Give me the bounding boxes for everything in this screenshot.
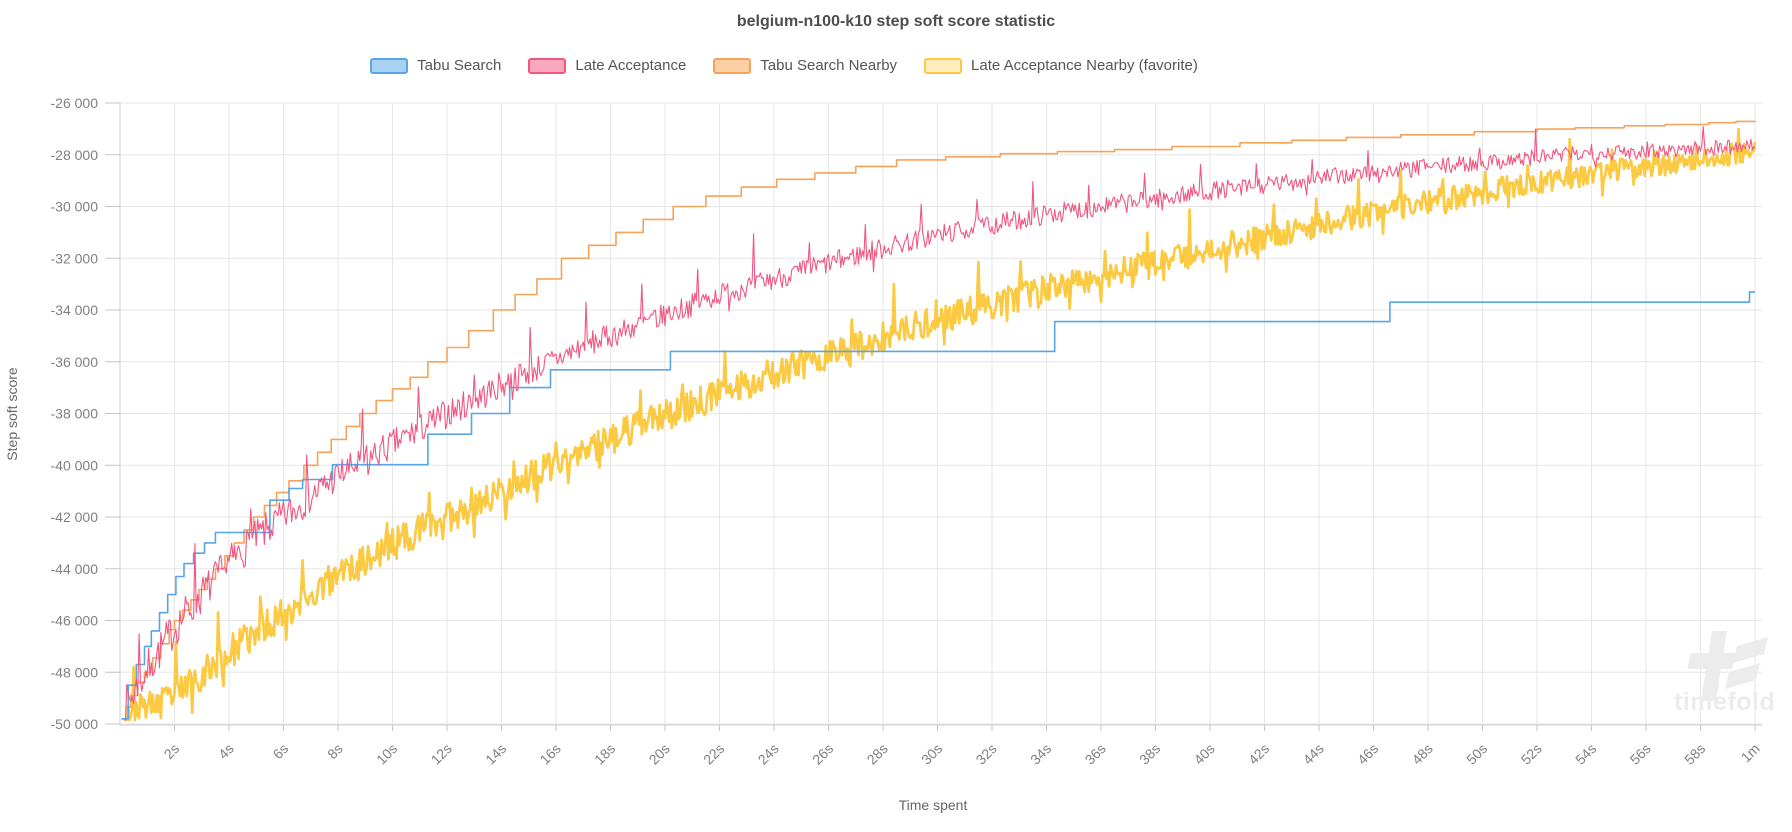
x-tick-label: 32s <box>972 740 999 767</box>
y-axis-title: Step soft score <box>4 367 20 461</box>
series-line-tabu-search <box>121 291 1755 720</box>
y-tick-label: -40 000 <box>51 457 99 473</box>
axes: -26 000 -28 000 -30 000 -32 000 -34 000 -36 0… <box>51 95 1763 768</box>
series-lines <box>121 120 1757 722</box>
legend-swatch-late-acceptance <box>528 57 567 74</box>
y-tick-label: -28 000 <box>51 147 99 163</box>
legend-label: Late Acceptance Nearby (favorite) <box>971 57 1198 74</box>
svg-text:28s: 28s <box>863 740 890 767</box>
svg-text:4s: 4s <box>215 740 237 762</box>
x-tick-label: 48s <box>1408 740 1435 767</box>
x-tick-label: 38s <box>1136 740 1163 767</box>
legend-swatch-tabu-search-nearby <box>713 57 752 74</box>
svg-text:18s: 18s <box>591 740 618 767</box>
svg-text:26s: 26s <box>809 740 836 767</box>
x-tick-label: 40s <box>1190 740 1217 767</box>
y-tick-label: -50 000 <box>51 716 99 732</box>
x-tick-label: 20s <box>645 740 672 767</box>
legend: Tabu Search Late Acceptance Tabu Search … <box>0 57 1680 74</box>
y-tick-label: -48 000 <box>51 664 99 680</box>
x-tick-label: 16s <box>536 740 563 767</box>
x-tick-label: 2s <box>161 740 183 762</box>
x-tick-label: 6s <box>270 740 292 762</box>
svg-text:46s: 46s <box>1354 740 1381 767</box>
y-tick-label: -38 000 <box>51 406 99 422</box>
y-tick-label: -32 000 <box>51 250 99 266</box>
svg-text:40s: 40s <box>1190 740 1217 767</box>
y-tick-label: -34 000 <box>51 302 99 318</box>
svg-text:32s: 32s <box>972 740 999 767</box>
x-tick-label: 12s <box>427 740 454 767</box>
svg-text:52s: 52s <box>1517 740 1544 767</box>
y-tick-label: -42 000 <box>51 509 99 525</box>
x-tick-label: 28s <box>863 740 890 767</box>
y-tick-label: -44 000 <box>51 561 99 577</box>
svg-text:20s: 20s <box>645 740 672 767</box>
legend-label: Tabu Search <box>417 57 502 74</box>
svg-text:42s: 42s <box>1245 740 1272 767</box>
svg-text:34s: 34s <box>1027 740 1054 767</box>
legend-item-late-acceptance[interactable]: Late Acceptance <box>528 57 686 74</box>
legend-item-late-acceptance-nearby[interactable]: Late Acceptance Nearby (favorite) <box>924 57 1198 74</box>
svg-text:6s: 6s <box>270 740 292 762</box>
svg-text:24s: 24s <box>754 740 781 767</box>
legend-item-tabu-search-nearby[interactable]: Tabu Search Nearby <box>713 57 897 74</box>
x-tick-label: 30s <box>918 740 945 767</box>
svg-text:44s: 44s <box>1299 740 1326 767</box>
svg-text:36s: 36s <box>1081 740 1108 767</box>
x-tick-label: 1m <box>1738 740 1763 765</box>
svg-text:8s: 8s <box>324 740 346 762</box>
x-axis-title: Time spent <box>899 797 968 813</box>
svg-text:38s: 38s <box>1136 740 1163 767</box>
svg-text:30s: 30s <box>918 740 945 767</box>
svg-text:12s: 12s <box>427 740 454 767</box>
x-tick-label: 26s <box>809 740 836 767</box>
svg-text:14s: 14s <box>482 740 509 767</box>
x-tick-label: 44s <box>1299 740 1326 767</box>
x-tick-label: 34s <box>1027 740 1054 767</box>
x-tick-label: 56s <box>1626 740 1653 767</box>
x-tick-label: 36s <box>1081 740 1108 767</box>
x-tick-label: 46s <box>1354 740 1381 767</box>
legend-item-tabu-search[interactable]: Tabu Search <box>370 57 501 74</box>
legend-label: Late Acceptance <box>575 57 687 74</box>
timefold-logo-icon <box>1687 631 1768 701</box>
x-tick-label: 22s <box>700 740 727 767</box>
x-tick-label: 18s <box>591 740 618 767</box>
x-tick-label: 4s <box>215 740 237 762</box>
svg-text:10s: 10s <box>373 740 400 767</box>
svg-text:2s: 2s <box>161 740 183 762</box>
svg-text:56s: 56s <box>1626 740 1653 767</box>
legend-label: Tabu Search Nearby <box>760 57 898 74</box>
x-tick-label: 54s <box>1572 740 1599 767</box>
legend-swatch-tabu-search <box>370 57 409 74</box>
svg-text:48s: 48s <box>1408 740 1435 767</box>
series-line-late-acceptance-nearby-favorite <box>125 127 1757 722</box>
y-tick-label: -26 000 <box>51 95 99 111</box>
grid <box>119 102 1762 725</box>
svg-text:50s: 50s <box>1463 740 1490 767</box>
x-tick-label: 24s <box>754 740 781 767</box>
x-tick-label: 14s <box>482 740 509 767</box>
x-tick-label: 8s <box>324 740 346 762</box>
svg-text:58s: 58s <box>1681 740 1708 767</box>
x-tick-label: 10s <box>373 740 400 767</box>
series-line-late-acceptance <box>124 125 1756 721</box>
svg-text:16s: 16s <box>536 740 563 767</box>
svg-text:54s: 54s <box>1572 740 1599 767</box>
y-tick-label: -30 000 <box>51 199 99 215</box>
watermark-text: timefold <box>1674 688 1776 716</box>
chart-title: belgium-n100-k10 step soft score statist… <box>736 13 1056 30</box>
y-tick-label: -36 000 <box>51 354 99 370</box>
x-tick-label: 42s <box>1245 740 1272 767</box>
x-tick-label: 52s <box>1517 740 1544 767</box>
y-tick-label: -46 000 <box>51 613 99 629</box>
svg-text:22s: 22s <box>700 740 727 767</box>
x-tick-label: 58s <box>1681 740 1708 767</box>
svg-text:1m: 1m <box>1738 740 1763 765</box>
x-tick-label: 50s <box>1463 740 1490 767</box>
legend-swatch-late-acceptance-nearby <box>924 57 963 74</box>
